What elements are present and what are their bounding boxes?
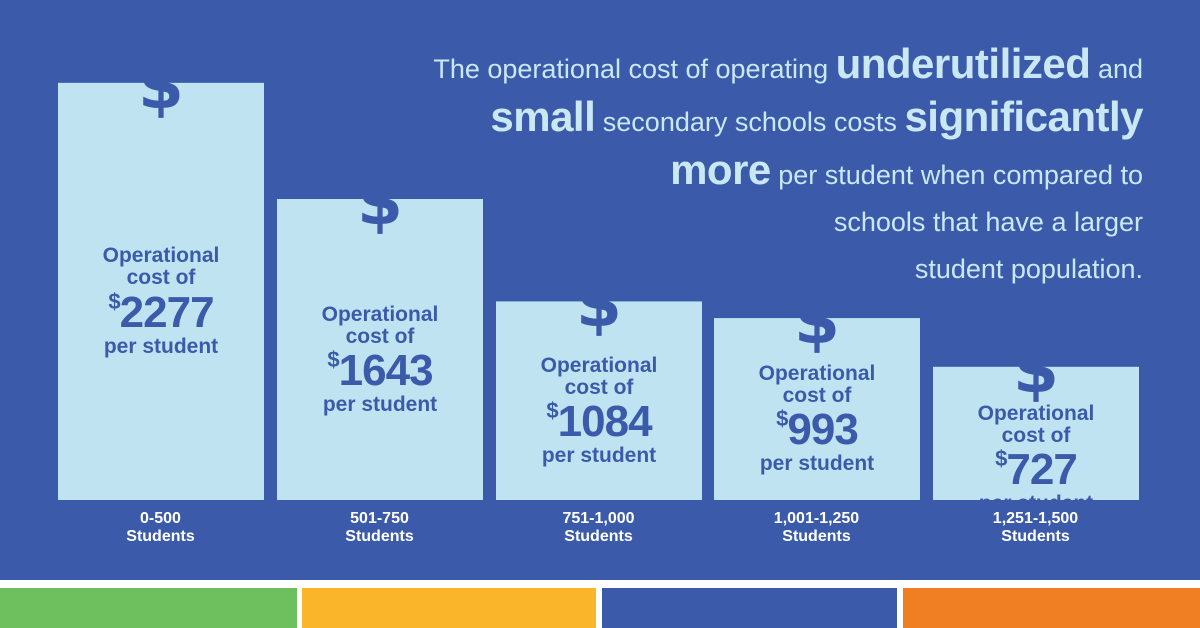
x-tick-unit: Students — [1001, 528, 1070, 546]
headline-text: The operational cost of operating — [433, 54, 836, 84]
bar-label-4: Operational cost of $993 per student — [714, 362, 920, 476]
bar-label-line-per-student: per student — [322, 392, 438, 416]
bar-label-line-operational: Operational — [758, 362, 876, 386]
bar-label-line-per-student: per student — [759, 452, 875, 476]
bar-label-3: Operational cost of $1084 per student — [496, 353, 702, 467]
x-tick-range: 0-500 — [140, 510, 181, 527]
bar-label-2: Operational cost of $1643 per student — [277, 302, 483, 416]
bar-value-label: $1643 — [327, 345, 433, 395]
bar-label-line-cost-of: cost of — [1001, 423, 1071, 447]
x-tick-unit: Students — [126, 528, 195, 546]
bar-label-line-operational: Operational — [977, 401, 1095, 425]
x-tick-label: 751-1,000 Students — [496, 510, 701, 547]
x-tick-label: 1,251-1,500 Students — [933, 510, 1138, 547]
x-tick-unit: Students — [782, 528, 851, 546]
bar-5 — [933, 366, 1139, 500]
headline-text: student population. — [914, 254, 1143, 284]
headline-line-1: The operational cost of operating underu… — [285, 40, 1143, 93]
headline-text: schools that have a larger — [833, 207, 1143, 237]
bar-label-line-per-student: per student — [978, 492, 1094, 516]
dollar-sign-icon: $ — [794, 282, 840, 360]
bar-label-line-per-student: per student — [541, 443, 657, 467]
footer-color-stripes — [0, 580, 1200, 628]
bar-label-5: Operational cost of $727 per student — [933, 401, 1139, 516]
bar-label-line-operational: Operational — [102, 244, 220, 268]
x-tick-range: 1,001-1,250 — [773, 510, 860, 527]
bar-1 — [58, 82, 264, 500]
headline-line-2: small secondary schools costs significan… — [285, 93, 1143, 146]
x-tick-unit: Students — [564, 528, 633, 546]
bar-4 — [714, 318, 920, 500]
x-tick-label: 0-500 Students — [58, 510, 263, 547]
x-tick-range: 1,251-1,500 — [992, 510, 1079, 527]
bar-chart — [58, 82, 1139, 501]
bar-label-line-cost-of: cost of — [782, 384, 852, 408]
infographic: $ Operational cost of $2277 per student 0-500… — [0, 0, 1200, 580]
x-tick-unit: Students — [345, 528, 414, 546]
headline: The operational cost of operating underu… — [285, 40, 1143, 293]
currency-symbol: $ — [995, 445, 1007, 471]
bar-value-label: $1084 — [546, 396, 652, 446]
bar-label-line-operational: Operational — [321, 302, 439, 326]
x-tick-range: 751-1,000 — [562, 510, 635, 527]
footer-stripe-yellow — [302, 588, 596, 628]
headline-line-4: schools that have a larger — [285, 199, 1143, 246]
currency-symbol: $ — [776, 406, 788, 432]
bar-value-label: $2277 — [108, 287, 214, 337]
x-tick-range: 501-750 — [350, 510, 409, 527]
x-tick-label: 1,001-1,250 Students — [714, 510, 919, 547]
footer-stripe-orange — [903, 588, 1200, 628]
headline-emphasis: significantly — [904, 93, 1143, 140]
dollar-sign-icon: $ — [576, 265, 622, 343]
headline-emphasis: small — [490, 93, 596, 140]
bar-label-line-cost-of: cost of — [564, 375, 634, 399]
bar-label-line-operational: Operational — [540, 353, 658, 377]
currency-symbol: $ — [108, 288, 120, 314]
bar-label-line-cost-of: cost of — [126, 266, 196, 290]
headline-line-3: more per student when compared to — [285, 146, 1143, 199]
bar-3 — [496, 301, 702, 500]
headline-line-5: student population. — [285, 246, 1143, 293]
bar-value-label: $993 — [776, 405, 859, 455]
currency-symbol: $ — [327, 346, 339, 372]
dollar-sign-icon: $ — [1013, 330, 1059, 408]
bar-2 — [277, 199, 483, 501]
headline-emphasis: underutilized — [835, 40, 1091, 87]
headline-text: per student when compared to — [770, 160, 1143, 190]
currency-symbol: $ — [546, 397, 558, 423]
bar-label-line-per-student: per student — [103, 334, 219, 358]
bar-value-label: $727 — [995, 444, 1078, 494]
bar-label-1: Operational cost of $2277 per student — [58, 245, 264, 357]
footer-stripe-blue — [602, 588, 897, 628]
dollar-sign-icon: $ — [357, 163, 403, 240]
headline-text: secondary schools costs — [595, 107, 905, 137]
headline-emphasis: more — [670, 146, 771, 193]
footer-stripe-green — [0, 588, 297, 628]
headline-text: and — [1090, 54, 1143, 84]
x-tick-label: 501-750 Students — [277, 510, 482, 547]
bar-label-line-cost-of: cost of — [345, 324, 415, 348]
dollar-sign-icon: $ — [138, 46, 184, 124]
